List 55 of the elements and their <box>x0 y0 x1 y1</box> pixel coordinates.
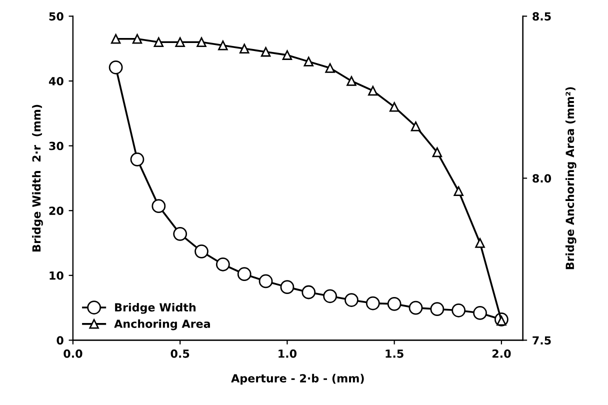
point <box>237 267 252 282</box>
point <box>408 300 423 315</box>
point <box>410 122 421 132</box>
x-tick-label: 2.0 <box>492 349 511 358</box>
point <box>323 289 337 304</box>
y2-tick-label: 8.0 <box>532 174 552 183</box>
point <box>304 56 314 66</box>
point <box>154 37 164 47</box>
point <box>173 226 188 241</box>
point <box>389 102 400 112</box>
x-tick-label: 1.5 <box>386 350 404 358</box>
point <box>260 46 271 57</box>
point <box>218 40 228 50</box>
legend-label: Bridge Width <box>115 302 196 314</box>
point <box>366 296 380 310</box>
point <box>387 296 402 311</box>
y2-axis-title: Bridge Anchoring Area (mm²) <box>565 87 576 270</box>
x-tick-label: 0.0 <box>64 349 82 358</box>
point <box>430 302 444 316</box>
point <box>475 238 485 248</box>
y-tick-label: 0 <box>56 336 64 345</box>
y-axis-title: Bridge Width 2·r (mm) <box>32 104 43 252</box>
point <box>346 76 356 86</box>
point <box>216 257 230 272</box>
point <box>258 274 273 288</box>
point <box>239 44 250 54</box>
point <box>473 306 487 320</box>
legend-label: Anchoring Area <box>114 319 210 330</box>
point <box>454 186 464 196</box>
point <box>108 60 123 74</box>
point <box>368 86 378 96</box>
y-tick-label: 10 <box>50 271 64 280</box>
y2-tick-label: 8.5 <box>532 12 551 21</box>
x-tick-label: 1.0 <box>278 349 297 358</box>
point <box>282 50 292 60</box>
x-axis-title: Aperture - 2·b - (mm) <box>231 374 364 385</box>
point <box>110 34 121 44</box>
y-tick-label: 50 <box>49 12 64 21</box>
point <box>194 244 208 258</box>
point <box>130 152 144 166</box>
point <box>196 37 206 47</box>
y-tick-label: 30 <box>49 142 64 150</box>
point <box>325 63 335 73</box>
point <box>452 303 466 318</box>
point <box>344 293 358 307</box>
point <box>280 280 294 294</box>
point <box>302 285 316 300</box>
point <box>175 37 185 47</box>
point <box>432 147 442 158</box>
y-tick-label: 20 <box>49 206 64 215</box>
x-tick-label: 0.5 <box>170 349 190 358</box>
y2-tick-label: 7.5 <box>532 336 551 345</box>
y-tick-label: 40 <box>48 76 64 86</box>
point <box>152 199 166 214</box>
point <box>132 34 142 44</box>
